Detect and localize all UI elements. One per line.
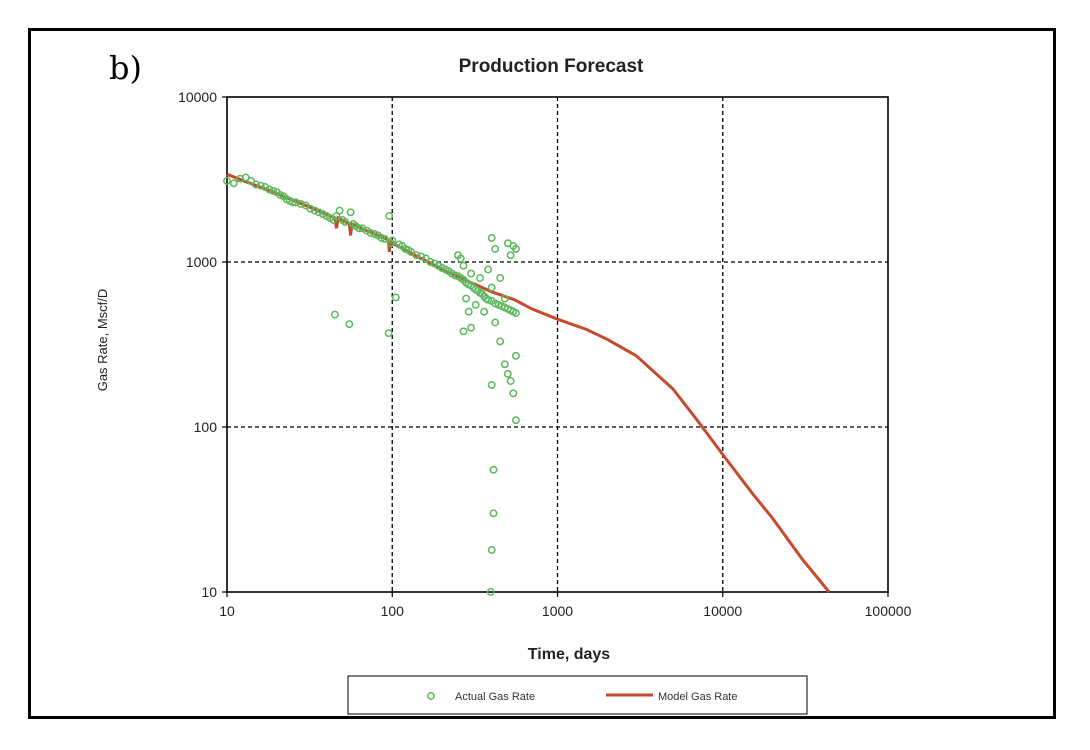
actual-gas-rate-point — [511, 309, 520, 318]
actual-gas-rate-point — [486, 588, 495, 596]
legend-actual-marker — [427, 692, 435, 700]
actual-gas-rate-point — [511, 351, 520, 360]
legend-actual-label: Actual Gas Rate — [455, 691, 535, 703]
actual-gas-rate-point — [426, 258, 435, 266]
actual-gas-rate-point — [459, 327, 468, 336]
actual-gas-rate-point — [491, 318, 500, 327]
actual-gas-rate-point — [456, 254, 465, 263]
actual-gas-rate-point — [377, 233, 386, 242]
actual-gas-rate-point — [476, 274, 485, 282]
actual-gas-rate-point — [345, 320, 354, 329]
actual-gas-rate-point — [252, 180, 261, 189]
production-forecast-chart: b) Production Forecast 10 100 1000 10000 100… — [95, 49, 912, 715]
actual-gas-rate-point — [412, 251, 421, 260]
x-axis-ticks: 10 100 1000 10000 100000 — [219, 592, 912, 619]
actual-gas-rate-point — [471, 300, 480, 309]
actual-gas-rate-point — [223, 176, 231, 185]
actual-gas-rate-point — [496, 337, 505, 346]
model-gas-rate-line — [226, 172, 831, 593]
y-tick-label: 10 — [201, 584, 217, 600]
y-tick-label: 1000 — [186, 254, 217, 270]
actual-gas-rate-points — [223, 173, 520, 596]
actual-gas-rate-point — [511, 416, 520, 425]
actual-gas-rate-point — [506, 377, 515, 385]
actual-gas-rate-point — [480, 307, 489, 316]
y-axis-ticks: 10 100 1000 10000 — [178, 89, 227, 600]
actual-gas-rate-point — [491, 244, 500, 253]
actual-gas-rate-point — [467, 269, 476, 278]
actual-gas-rate-point — [370, 229, 379, 238]
panel-label: b) — [109, 49, 142, 87]
actual-gas-rate-point — [256, 181, 265, 190]
actual-gas-rate-point — [346, 208, 355, 217]
actual-gas-rate-point — [388, 236, 397, 245]
actual-gas-rate-point — [310, 206, 319, 215]
actual-gas-rate-point — [384, 329, 393, 338]
actual-gas-rate-point — [462, 294, 471, 303]
actual-gas-rate-point — [247, 176, 256, 185]
actual-gas-rate-point — [265, 185, 274, 194]
x-tick-label: 100 — [381, 603, 405, 619]
y-tick-label: 100 — [194, 419, 218, 435]
actual-gas-rate-point — [459, 261, 468, 270]
actual-gas-rate-point — [500, 294, 509, 303]
legend-model-label: Model Gas Rate — [658, 691, 737, 703]
actual-gas-rate-point — [484, 265, 493, 274]
actual-gas-rate-point — [487, 233, 496, 242]
actual-gas-rate-point — [241, 173, 250, 182]
x-axis-label: Time, days — [528, 646, 611, 663]
x-tick-label: 10 — [219, 603, 235, 619]
y-tick-label: 10000 — [178, 89, 217, 105]
actual-gas-rate-point — [314, 208, 323, 217]
actual-gas-rate-point — [269, 186, 278, 195]
actual-gas-rate-point — [335, 206, 344, 215]
x-tick-label: 10000 — [703, 603, 742, 619]
chart-frame: b) Production Forecast 10 100 1000 10000 100… — [28, 28, 1056, 719]
x-tick-label: 100000 — [865, 603, 912, 619]
actual-gas-rate-point — [306, 204, 315, 213]
actual-gas-rate-point — [467, 323, 476, 332]
chart-title: Production Forecast — [459, 56, 644, 77]
actual-gas-rate-point — [385, 212, 394, 220]
actual-gas-rate-point — [503, 369, 512, 378]
actual-gas-rate-point — [487, 380, 496, 389]
actual-gas-rate-point — [417, 252, 426, 261]
actual-gas-rate-point — [330, 310, 339, 319]
actual-gas-rate-point — [464, 307, 473, 316]
x-tick-label: 1000 — [542, 603, 573, 619]
actual-gas-rate-point — [487, 545, 496, 554]
actual-gas-rate-point — [288, 198, 297, 207]
actual-gas-rate-point — [362, 226, 371, 235]
actual-gas-rate-point — [511, 244, 520, 253]
grid-lines — [227, 97, 888, 592]
actual-gas-rate-point — [509, 389, 518, 398]
actual-gas-rate-point — [489, 465, 498, 474]
actual-gas-rate-point — [380, 234, 389, 243]
actual-gas-rate-point — [484, 295, 493, 304]
y-axis-label: Gas Rate, Mscf/D — [95, 289, 110, 392]
actual-gas-rate-point — [229, 179, 238, 188]
actual-gas-rate-point — [391, 293, 400, 302]
actual-gas-rate-point — [506, 251, 515, 260]
actual-gas-rate-point — [487, 283, 496, 292]
legend-box — [347, 675, 808, 715]
actual-gas-rate-point — [430, 259, 439, 268]
actual-gas-rate-point — [500, 360, 509, 369]
actual-gas-rate-point — [496, 274, 505, 282]
actual-gas-rate-point — [355, 224, 364, 233]
legend: Actual Gas Rate Model Gas Rate — [347, 675, 808, 715]
actual-gas-rate-point — [489, 509, 498, 518]
actual-gas-rate-point — [341, 217, 350, 226]
actual-gas-rate-point — [366, 228, 375, 237]
actual-gas-rate-point — [296, 199, 305, 208]
